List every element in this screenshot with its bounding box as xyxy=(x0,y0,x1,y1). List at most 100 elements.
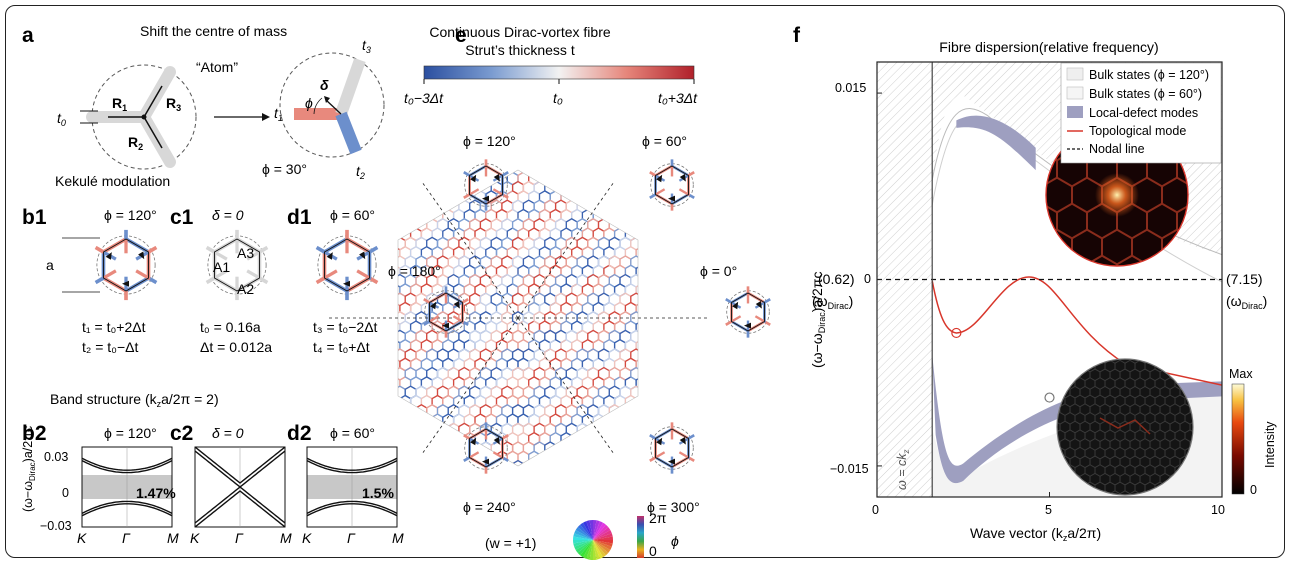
lattice-cell xyxy=(619,180,632,195)
lattice-cell xyxy=(635,320,638,335)
lattice-cell xyxy=(384,330,395,342)
profile-cell xyxy=(1102,282,1131,316)
unit-cell-c1 xyxy=(205,229,269,301)
color-wheel-sector xyxy=(577,524,593,540)
profile-cell-small xyxy=(1015,360,1025,371)
profile-cell xyxy=(1132,282,1161,316)
panel-letter-a: a xyxy=(22,24,34,47)
angle-cell-2-arrow xyxy=(442,322,449,329)
angle-cell-3-boundary xyxy=(726,290,770,334)
lattice-cell xyxy=(587,180,600,195)
lattice-cell xyxy=(630,255,638,270)
profile-cell-small xyxy=(1105,517,1115,528)
profile-cell-small xyxy=(1025,326,1035,337)
panel-a: a Shift the centre of mass R1 R3 R2 t0 “… xyxy=(22,23,385,189)
angle-cell-5-arrow xyxy=(668,458,675,465)
profile-cell-small xyxy=(1060,334,1070,345)
lattice-cell xyxy=(619,422,632,437)
intensity-max: Max xyxy=(1229,367,1253,381)
lattice-cell xyxy=(608,180,621,195)
profile-cell-small xyxy=(1065,343,1075,354)
profile-cell-small xyxy=(1170,334,1180,345)
profile-cell-small xyxy=(1010,404,1020,415)
legend-swatch-bulk60 xyxy=(1066,86,1084,100)
lattice-cell xyxy=(619,218,632,232)
lattice-cell xyxy=(368,172,379,184)
profile-cell-small xyxy=(1000,404,1010,415)
c1-eq1: t₀ = 0.16a xyxy=(200,319,261,335)
lattice-cell xyxy=(426,180,439,195)
atom-struts xyxy=(80,66,176,168)
profile-cell xyxy=(1162,282,1191,316)
lattice-cell xyxy=(399,171,412,186)
angle-cell-2-boundary xyxy=(424,290,468,334)
color-wheel-sector xyxy=(575,540,593,553)
lattice-cell xyxy=(642,200,653,212)
lattice-cell xyxy=(447,459,460,466)
lattice-cell xyxy=(658,358,669,370)
lattice-cell xyxy=(658,247,669,259)
lattice-cell xyxy=(431,190,444,205)
profile-cell-small xyxy=(1045,326,1055,337)
profile-cell-small xyxy=(1120,334,1130,345)
profile-cell-small xyxy=(1170,317,1180,328)
lattice-cell xyxy=(442,431,455,446)
profile-cell-small xyxy=(1005,500,1015,511)
lattice-cell xyxy=(544,459,557,466)
lattice-cell xyxy=(592,431,605,446)
profile-cell-small xyxy=(1145,517,1155,528)
angle-cell-0-inner-strut xyxy=(468,188,480,196)
unit-c1-outer-strut xyxy=(205,245,216,254)
lattice-cell xyxy=(642,275,653,287)
profile-cell xyxy=(997,204,1026,238)
profile-cell-small xyxy=(1205,343,1215,354)
band-xtick-b2-K: K xyxy=(77,530,87,546)
lattice-cell xyxy=(642,423,653,435)
profile-cell-small xyxy=(1000,334,1010,345)
lattice-cell xyxy=(635,357,638,372)
profile-cell-small xyxy=(1179,368,1191,381)
topological-mode-marker xyxy=(951,327,962,339)
r1-label: R1 xyxy=(112,95,127,113)
c1-delta: δ = 0 xyxy=(212,207,244,223)
profile-cell-small xyxy=(1020,508,1030,519)
lattice-cell xyxy=(635,245,638,260)
lattice-cell xyxy=(603,431,616,446)
angle-cell-1-arrow xyxy=(656,174,663,183)
lattice-cell xyxy=(658,340,669,352)
profile-cell-small xyxy=(1020,387,1030,398)
profile-cell-small xyxy=(1030,317,1040,328)
profile-cell-small xyxy=(1110,334,1120,345)
lattice-cell xyxy=(378,210,389,222)
lattice-cell xyxy=(384,368,395,380)
angle-cell-0-outer-strut xyxy=(463,171,471,177)
band-ytick-zero: 0 xyxy=(62,486,69,500)
lattice-cell xyxy=(652,330,663,342)
unit-c1-inner-strut xyxy=(246,269,261,280)
panel-letter-b2: b2 xyxy=(22,422,47,445)
lattice-cell xyxy=(642,293,653,305)
f-ytick-top: 0.015 xyxy=(835,81,866,95)
band-lower-d2 xyxy=(306,503,398,517)
profile-bg-2 xyxy=(1057,359,1193,495)
dispersion-ylabel: (ω−ωDirac)a/2πc xyxy=(809,271,827,368)
profile-cell-small xyxy=(1145,326,1155,337)
lattice-cell xyxy=(511,459,525,466)
lattice-cell xyxy=(668,172,679,184)
panel-b1: b1 ϕ = 120° a t₁ = t₀+2Δt t₂ = t₀−Δt xyxy=(22,206,158,355)
lattice-cell xyxy=(652,200,663,212)
profile-cell-small xyxy=(1189,359,1193,364)
light-line-label: ω = ckz xyxy=(895,450,911,490)
angle-label-60: ϕ = 60° xyxy=(642,133,687,149)
profile-cell-small xyxy=(1057,368,1061,381)
profile-cell-small xyxy=(1059,368,1071,381)
profile-cell-small xyxy=(1050,317,1060,328)
profile-cell xyxy=(1192,282,1221,316)
panel-e-title2: Strut’s thickness t xyxy=(465,42,575,58)
unit-d1-inner-strut xyxy=(356,269,371,280)
lattice-cell xyxy=(619,404,632,418)
panel-f-title: Fibre dispersion(relative frequency) xyxy=(939,39,1158,55)
profile-cell-small xyxy=(1175,500,1185,511)
profile-cell-small xyxy=(1195,360,1205,371)
angle-cell-1-outer-strut xyxy=(687,171,695,177)
